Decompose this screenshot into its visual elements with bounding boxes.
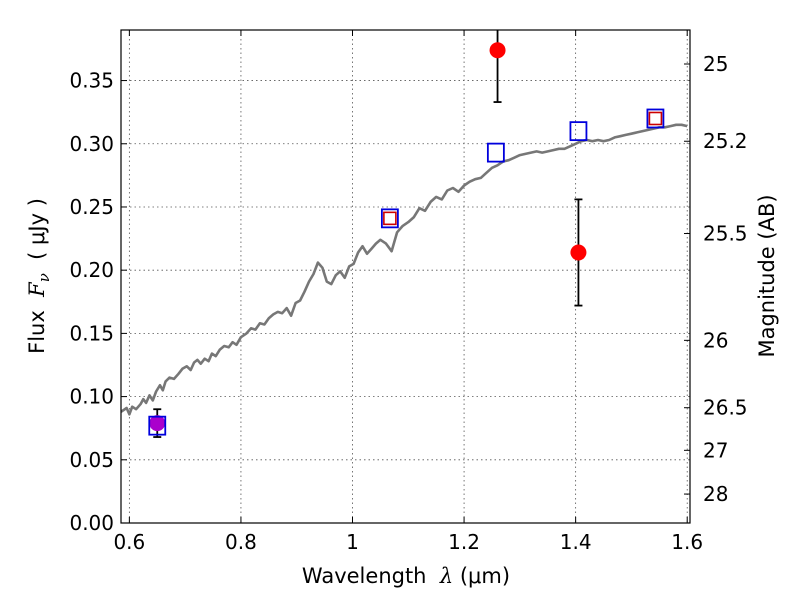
right-tick-label: 27 — [703, 438, 728, 462]
y-tick-label: 0.30 — [69, 132, 114, 156]
right-tick-label: 26.5 — [703, 396, 748, 420]
model-point-red — [383, 211, 397, 226]
ticks: 0.6 0.8 1 1.2 1.4 1.6 0.00 0.05 0.10 0.15 0.20 0.25… — [69, 30, 748, 554]
y-axis-label: Flux Fν ( μJy ) — [25, 198, 53, 354]
error-bars — [148, 30, 665, 438]
plot-frame — [120, 29, 691, 524]
x-axis-label: Wavelength λ (μm) — [302, 564, 510, 588]
sed-model-curve — [121, 123, 688, 416]
right-axis-label: Magnitude (AB) — [755, 194, 779, 357]
y-tick-label: 0.20 — [69, 258, 114, 282]
x-tick-label: 1.4 — [560, 530, 592, 554]
observed-point — [570, 244, 587, 261]
x-tick-label: 1 — [346, 530, 359, 554]
right-tick-label: 25.2 — [703, 129, 748, 153]
x-tick-label: 0.8 — [225, 530, 257, 554]
observed-point — [149, 415, 166, 432]
right-tick-label: 25 — [703, 52, 728, 76]
observed-point — [489, 42, 506, 59]
x-tick-label: 0.6 — [113, 530, 145, 554]
right-tick-label: 28 — [703, 482, 728, 506]
y-tick-label: 0.05 — [69, 448, 114, 472]
y-tick-label: 0.10 — [69, 385, 114, 409]
model-point-red — [648, 111, 663, 126]
plot-area — [121, 123, 688, 416]
y-tick-label: 0.15 — [69, 321, 114, 345]
right-tick-label: 25.5 — [703, 222, 748, 246]
x-tick-label: 1.6 — [671, 530, 703, 554]
model-point-blue — [569, 121, 588, 142]
model-point-blue — [380, 208, 399, 229]
x-tick-label: 1.2 — [448, 530, 480, 554]
y-tick-label: 0.00 — [69, 511, 114, 535]
y-tick-label: 0.25 — [69, 195, 114, 219]
y-tick-label: 0.35 — [69, 69, 114, 93]
model-point-blue — [646, 108, 665, 129]
model-point-blue — [148, 415, 167, 436]
model-point-blue — [486, 142, 505, 163]
right-tick-label: 26 — [703, 328, 728, 352]
